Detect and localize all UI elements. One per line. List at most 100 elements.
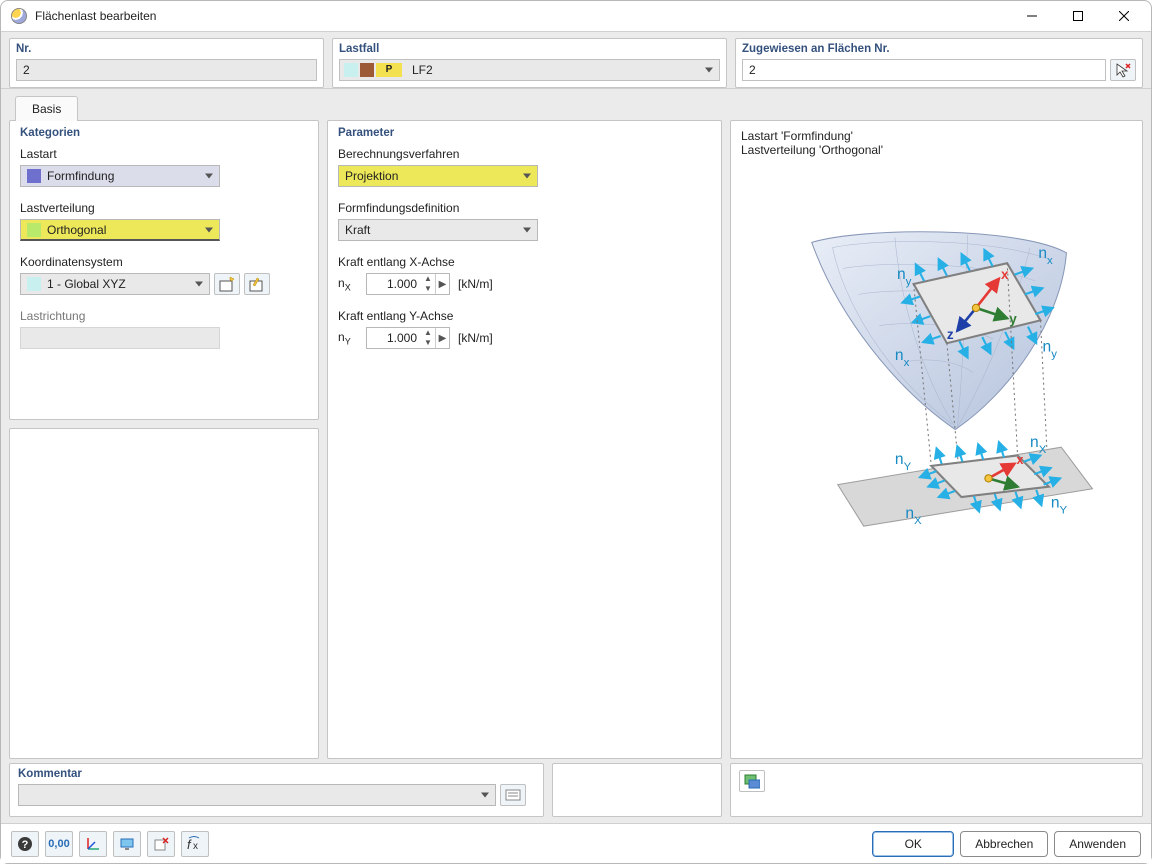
formula-button[interactable]: f x — [181, 831, 209, 857]
ny-value[interactable]: 1.000 — [367, 331, 421, 345]
delete-extras-button[interactable] — [147, 831, 175, 857]
zugewiesen-input[interactable]: 2 — [742, 59, 1106, 81]
label-nY-ul2: nY — [895, 451, 912, 473]
lastrichtung-label: Lastrichtung — [20, 309, 308, 323]
new-coordsys-button[interactable] — [214, 273, 240, 295]
preview-options-button[interactable] — [739, 770, 765, 792]
nx-spin-arrows[interactable]: ▲▼ — [421, 274, 435, 294]
ny-spin-arrows[interactable]: ▲▼ — [421, 328, 435, 348]
berechnung-label: Berechnungsverfahren — [338, 147, 711, 161]
window-controls — [1009, 1, 1147, 31]
svg-text:z: z — [947, 327, 954, 342]
app-icon — [11, 8, 27, 24]
help-icon: ? — [17, 836, 33, 852]
koord-label: Koordinatensystem — [20, 255, 308, 269]
col-preview: Lastart 'Formfindung' Lastverteilung 'Or… — [730, 120, 1143, 759]
lastverteilung-value: Orthogonal — [47, 223, 106, 237]
ny-row: nY 1.000 ▲▼ ▶ [kN/m] — [338, 327, 711, 349]
display-options-icon — [744, 773, 760, 789]
swatch-cyan — [344, 63, 358, 77]
monitor-icon — [119, 836, 135, 852]
panel-kommentar: Kommentar — [9, 763, 544, 817]
preview-canvas: x y z ny nx nx ny — [739, 161, 1134, 750]
cancel-button[interactable]: Abbrechen — [960, 831, 1048, 857]
nx-value[interactable]: 1.000 — [367, 277, 421, 291]
chevron-down-icon — [195, 282, 203, 287]
chevron-down-icon — [523, 228, 531, 233]
nx-step-button[interactable]: ▶ — [435, 274, 449, 294]
label-nY-lr2: nY — [1051, 494, 1068, 516]
nx-unit: [kN/m] — [458, 277, 493, 291]
lastrichtung-disabled — [20, 327, 220, 349]
nx-spinner[interactable]: 1.000 ▲▼ ▶ — [366, 273, 450, 295]
svg-text:x: x — [193, 841, 198, 852]
pick-surface-button[interactable] — [1110, 59, 1136, 81]
window-title: Flächenlast bearbeiten — [35, 9, 1009, 23]
chevron-down-icon — [205, 227, 213, 232]
parameter-title: Parameter — [338, 127, 711, 139]
preview-line1: Lastart 'Formfindung' — [741, 129, 1132, 143]
field-lastfall: Lastfall P LF2 — [332, 38, 727, 88]
lastfall-label: Lastfall — [339, 43, 720, 55]
panel-parameter: Parameter Berechnungsverfahren Projektio… — [327, 120, 722, 759]
maximize-button[interactable] — [1055, 1, 1101, 31]
ok-button[interactable]: OK — [872, 831, 954, 857]
chevron-down-icon — [481, 793, 489, 798]
titlebar: Flächenlast bearbeiten — [1, 1, 1151, 31]
axes-button[interactable] — [79, 831, 107, 857]
berechnung-value: Projektion — [345, 169, 398, 183]
formdef-dropdown[interactable]: Kraft — [338, 219, 538, 241]
minimize-button[interactable] — [1009, 1, 1055, 31]
panel-blank-left — [9, 428, 319, 759]
berechnung-dropdown[interactable]: Projektion — [338, 165, 538, 187]
comment-row: Kommentar — [9, 763, 1143, 817]
lastfall-dropdown[interactable]: P LF2 — [339, 59, 720, 81]
cursor-pick-icon — [1115, 62, 1131, 78]
axes-icon — [85, 836, 101, 852]
ny-spinner[interactable]: 1.000 ▲▼ ▶ — [366, 327, 450, 349]
display-button[interactable] — [113, 831, 141, 857]
col-kategorien: Kategorien Lastart Formfindung Lastverte… — [9, 120, 319, 759]
edit-coordsys-button[interactable] — [244, 273, 270, 295]
swatch-perm-tag: P — [376, 63, 402, 77]
lastart-label: Lastart — [20, 147, 308, 161]
formdef-label: Formfindungsdefinition — [338, 201, 711, 215]
ny-step-button[interactable]: ▶ — [435, 328, 449, 348]
close-button[interactable] — [1101, 1, 1147, 31]
dialog-body: Basis Kategorien Lastart Formfindung Las… — [1, 89, 1151, 823]
dialog-window: Flächenlast bearbeiten Nr. 2 Lastfall — [0, 0, 1152, 864]
field-nr: Nr. 2 — [9, 38, 324, 88]
tab-basis[interactable]: Basis — [15, 96, 78, 121]
svg-text:?: ? — [22, 839, 29, 851]
header-fields: Nr. 2 Lastfall P LF2 Zugewiesen an Fläch… — [1, 31, 1151, 89]
ny-symbol: nY — [338, 330, 358, 346]
nx-symbol: nX — [338, 276, 358, 292]
help-button[interactable]: ? — [11, 831, 39, 857]
panel-preview-options — [730, 763, 1143, 817]
chevron-down-icon — [205, 174, 213, 179]
kategorien-title: Kategorien — [20, 127, 308, 139]
apply-button[interactable]: Anwenden — [1054, 831, 1141, 857]
swatch-icon — [27, 277, 41, 291]
svg-text:x: x — [1017, 453, 1024, 467]
kommentar-manage-button[interactable] — [500, 784, 526, 806]
zugewiesen-label: Zugewiesen an Flächen Nr. — [742, 43, 1136, 55]
panel-kategorien: Kategorien Lastart Formfindung Lastverte… — [9, 120, 319, 420]
kraft-x-label: Kraft entlang X-Achse — [338, 255, 711, 269]
tabstrip: Basis — [15, 95, 1143, 120]
lastverteilung-dropdown[interactable]: Orthogonal — [20, 219, 220, 241]
panel-spacer — [552, 763, 722, 817]
kraft-y-label: Kraft entlang Y-Achse — [338, 309, 711, 323]
dialog-footer: ? 0,00 f — [1, 823, 1151, 863]
lastart-dropdown[interactable]: Formfindung — [20, 165, 220, 187]
label-ny-lr: ny — [1043, 339, 1058, 361]
lastfall-value: LF2 — [412, 63, 433, 77]
koord-dropdown[interactable]: 1 - Global XYZ — [20, 273, 210, 295]
chevron-down-icon — [523, 174, 531, 179]
delete-icon — [153, 836, 169, 852]
nx-row: nX 1.000 ▲▼ ▶ [kN/m] — [338, 273, 711, 295]
units-button[interactable]: 0,00 — [45, 831, 73, 857]
kommentar-dropdown[interactable] — [18, 784, 496, 806]
panel-preview: Lastart 'Formfindung' Lastverteilung 'Or… — [730, 120, 1143, 759]
nr-input[interactable]: 2 — [16, 59, 317, 81]
